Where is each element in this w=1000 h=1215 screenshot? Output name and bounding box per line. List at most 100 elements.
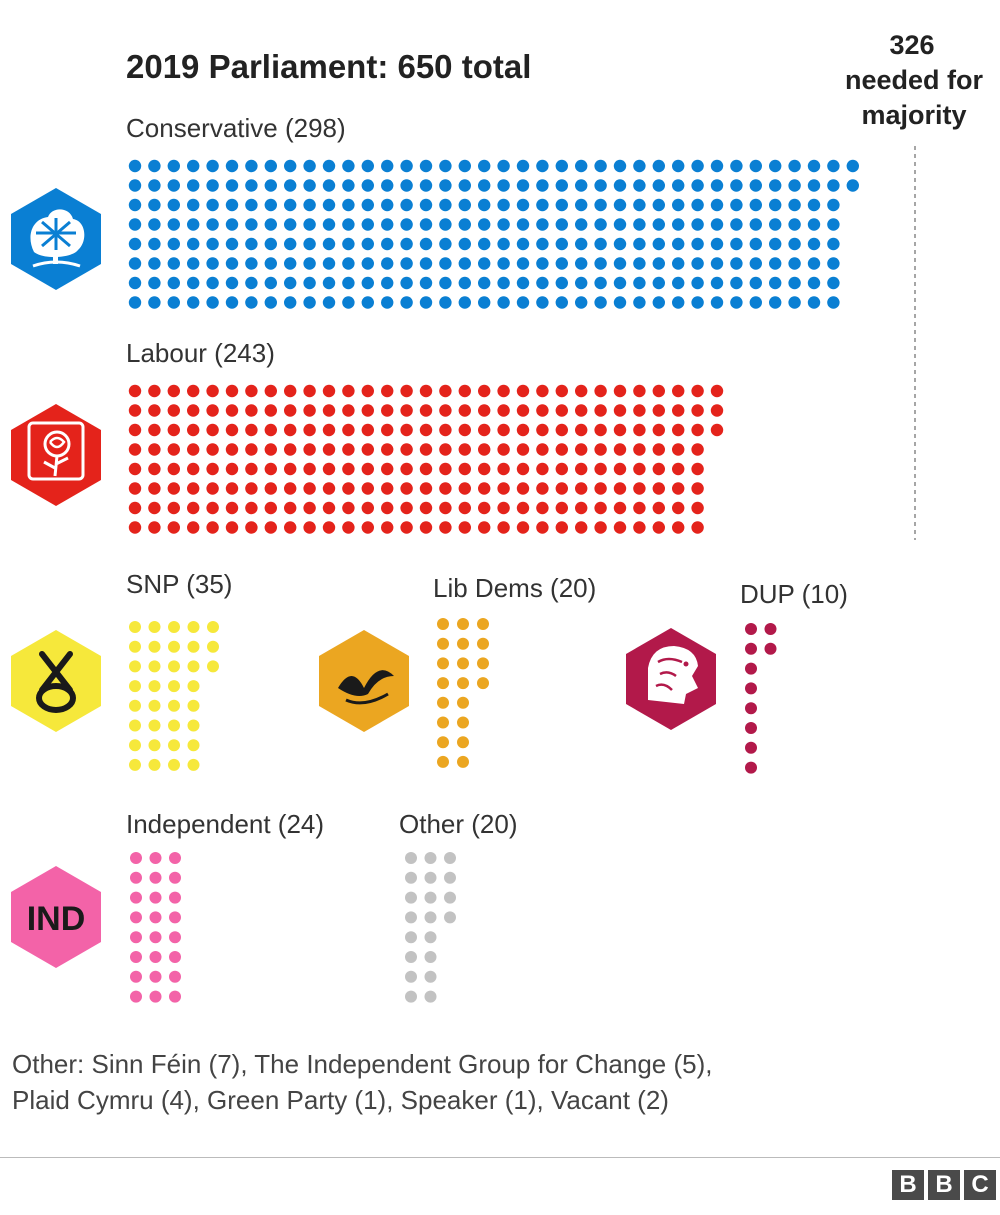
seat-dot-labour — [439, 423, 452, 437]
seat-dot-conservative — [652, 296, 665, 309]
seat-dot-snp — [207, 621, 219, 633]
seat-dot-labour — [672, 482, 685, 495]
seat-dot-labour — [497, 384, 510, 398]
seat-dot-conservative — [594, 257, 607, 270]
seat-dot-snp — [148, 719, 161, 732]
seat-dot-conservative — [381, 257, 394, 270]
seat-dot-conservative — [225, 179, 239, 192]
seat-dot-conservative — [769, 237, 782, 251]
seat-dot-labour — [128, 423, 142, 437]
seat-dot-conservative — [769, 296, 782, 309]
seat-dot-conservative — [284, 237, 297, 251]
seat-dot-conservative — [322, 198, 336, 212]
seat-dot-conservative — [303, 179, 316, 192]
seat-dot-libdems — [437, 657, 449, 670]
seat-dot-conservative — [128, 296, 142, 309]
seat-dot-labour — [652, 384, 665, 398]
seat-dot-labour — [439, 443, 452, 456]
seat-dot-conservative — [594, 296, 607, 309]
seat-dot-conservative — [633, 198, 646, 212]
seat-dot-conservative — [264, 257, 277, 270]
seat-dot-conservative — [710, 179, 724, 192]
seat-dot-conservative — [594, 198, 607, 212]
seat-dot-conservative — [555, 276, 568, 290]
seat-dot-conservative — [652, 198, 665, 212]
seat-dot-labour — [594, 521, 607, 534]
seat-dot-labour — [342, 384, 355, 398]
seat-dot-conservative — [807, 237, 821, 251]
seat-dot-snp — [168, 699, 180, 712]
seat-dot-labour — [361, 384, 374, 398]
seat-dot-conservative — [322, 218, 336, 231]
seat-dot-conservative — [478, 159, 491, 173]
seat-dot-conservative — [419, 159, 433, 173]
seat-dot-conservative — [478, 218, 491, 231]
seat-dot-other — [405, 911, 417, 924]
seat-dot-independent — [149, 931, 162, 944]
seat-dot-conservative — [128, 198, 142, 212]
seat-dot-labour — [458, 423, 471, 437]
seat-dot-conservative — [807, 218, 821, 231]
seat-dot-independent — [130, 911, 142, 924]
seat-dot-conservative — [148, 198, 161, 212]
seat-dot-labour — [536, 384, 549, 398]
seat-dot-labour — [206, 404, 219, 417]
seat-dot-conservative — [788, 198, 801, 212]
seat-dot-conservative — [613, 198, 627, 212]
seat-dot-labour — [516, 404, 530, 417]
seat-dot-labour — [264, 501, 277, 515]
seat-dot-snp — [129, 680, 141, 693]
seat-dot-labour — [187, 404, 200, 417]
seat-dot-conservative — [128, 276, 142, 290]
seat-dot-labour — [148, 482, 161, 495]
seat-dot-conservative — [691, 296, 704, 309]
seat-dot-conservative — [594, 159, 607, 173]
seat-dot-conservative — [458, 218, 471, 231]
seat-dot-labour — [400, 501, 413, 515]
seat-dot-conservative — [342, 237, 355, 251]
seat-dot-labour — [187, 443, 200, 456]
seat-dot-conservative — [575, 257, 588, 270]
seat-dot-conservative — [303, 237, 316, 251]
seat-dot-independent — [169, 951, 181, 963]
seat-dot-other — [444, 911, 456, 924]
seat-dot-dup — [745, 741, 757, 754]
seat-dot-conservative — [672, 237, 685, 251]
seat-dot-conservative — [555, 257, 568, 270]
seat-dot-conservative — [419, 198, 433, 212]
seat-dot-labour — [613, 384, 627, 398]
seat-dot-labour — [419, 423, 433, 437]
seat-dot-labour — [400, 521, 413, 534]
seat-dot-snp — [207, 660, 219, 673]
footnote-line-1: Other: Sinn Féin (7), The Independent Gr… — [12, 1049, 713, 1079]
seat-dot-conservative — [478, 257, 491, 270]
seat-dot-labour — [187, 482, 200, 495]
seat-dot-snp — [187, 660, 200, 673]
seat-dot-labour — [497, 423, 510, 437]
seat-dot-conservative — [167, 159, 180, 173]
seat-dot-conservative — [710, 296, 724, 309]
seat-dot-conservative — [284, 276, 297, 290]
seat-dot-labour — [167, 423, 180, 437]
seat-dot-conservative — [769, 179, 782, 192]
seat-dot-conservative — [225, 218, 239, 231]
seat-dot-conservative — [575, 276, 588, 290]
seat-dot-labour — [691, 482, 704, 495]
seats-libdems — [437, 618, 489, 768]
seat-dot-conservative — [206, 218, 219, 231]
seat-dot-other — [405, 970, 417, 983]
seat-dot-conservative — [400, 179, 413, 192]
seat-dot-independent — [169, 990, 181, 1003]
seat-dot-labour — [672, 443, 685, 456]
seat-dot-conservative — [381, 198, 394, 212]
seat-dot-conservative — [439, 198, 452, 212]
seat-dot-labour — [536, 443, 549, 456]
seat-dot-conservative — [613, 296, 627, 309]
seat-dot-conservative — [342, 296, 355, 309]
seat-dot-labour — [613, 482, 627, 495]
seat-dot-conservative — [167, 179, 180, 192]
seat-dot-conservative — [536, 198, 549, 212]
seat-dot-conservative — [807, 179, 821, 192]
seat-dot-conservative — [148, 218, 161, 231]
seat-dot-conservative — [827, 296, 840, 309]
